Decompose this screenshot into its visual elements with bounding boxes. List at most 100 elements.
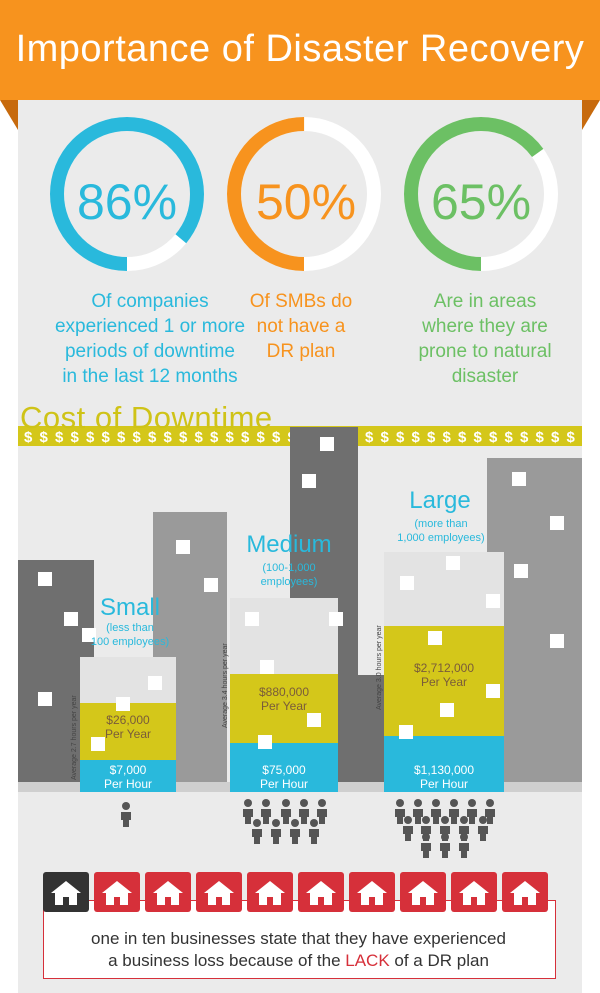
caption-line: where they are: [422, 316, 548, 337]
dollar-sign: $: [86, 429, 95, 446]
window: [514, 564, 528, 578]
caption-line: not have a: [256, 316, 346, 337]
statement-line: one in ten businesses state that they ha…: [91, 929, 506, 948]
employee-icons: [121, 799, 495, 858]
person-icon: [421, 833, 431, 858]
per-hour-label: Per Hour: [259, 777, 309, 791]
person-icon: [449, 799, 459, 824]
caption-line: periods of downtime: [64, 341, 236, 362]
dollar-sign: $: [164, 429, 173, 446]
dollar-sign: $: [133, 429, 142, 446]
window: [260, 660, 274, 674]
medium-building-base: [230, 743, 338, 792]
window: [91, 737, 105, 751]
building-windows: [38, 437, 564, 751]
house-icon: [145, 872, 191, 912]
per-year-value: $880,000: [258, 685, 310, 699]
person-icon: [403, 816, 413, 841]
window: [307, 713, 321, 727]
ring-progress: [50, 117, 204, 271]
small-business-label: Small: [99, 594, 160, 621]
dollar-sign: $: [195, 429, 204, 446]
dollar-sign: $: [520, 429, 529, 446]
dollar-sign: $: [489, 429, 498, 446]
window: [82, 628, 96, 642]
person-icon: [261, 799, 271, 824]
caption-line: experienced 1 or more: [54, 316, 246, 337]
large-business-sub: (more than 1,000 employees): [378, 517, 504, 545]
per-year-value: $2,712,000: [413, 661, 475, 675]
window: [116, 697, 130, 711]
sub-line: 1,000 employees): [397, 532, 485, 544]
dollar-sign: $: [55, 429, 64, 446]
window: [550, 634, 564, 648]
person-icon: [395, 799, 405, 824]
window: [400, 576, 414, 590]
small-business-sub: (less than 100 employees): [70, 621, 190, 649]
medium-building-top: [230, 598, 338, 674]
window: [245, 612, 259, 626]
house-icon: [94, 872, 140, 912]
large-per-hour: $1,130,000 Per Hour: [384, 763, 504, 791]
window: [320, 437, 334, 451]
stat-rings: [50, 117, 558, 271]
stat-natural-disaster-caption: Are in areas where they are prone to nat…: [405, 289, 565, 389]
dollar-sign: $: [24, 429, 33, 446]
window: [302, 474, 316, 488]
window: [204, 578, 218, 592]
dollar-sign: $: [71, 429, 80, 446]
person-icon: [317, 799, 327, 824]
window: [428, 631, 442, 645]
stat-no-dr-plan-value: 50%: [255, 174, 357, 230]
cost-of-downtime-title: Cost of Downtime: [20, 400, 273, 435]
person-icon: [299, 799, 309, 824]
small-per-hour: $7,000 Per Hour: [80, 763, 176, 791]
house-icon: [298, 872, 344, 912]
house-icon: [196, 872, 242, 912]
medium-business-sub: (100-1,000 employees): [230, 561, 348, 589]
dollar-signs: $$$$$$$$$$$$$$$$$$$$$$$$$$$$$$$$: [24, 429, 576, 446]
house-icon: [400, 872, 446, 912]
person-icon: [121, 802, 131, 827]
person-icon: [478, 816, 488, 841]
dollar-sign: $: [567, 429, 576, 446]
dollar-sign: $: [443, 429, 452, 446]
sub-line: (100-1,000: [262, 562, 316, 574]
window: [440, 703, 454, 717]
window: [486, 684, 500, 698]
per-year-value: $26,000: [106, 713, 150, 727]
ring-progress: [227, 117, 381, 271]
stat-downtime-caption: Of companies experienced 1 or more perio…: [40, 289, 260, 389]
window: [399, 725, 413, 739]
statement-line: a business loss because of the LACK of a…: [43, 950, 554, 972]
dollar-sign: $: [40, 429, 49, 446]
title-banner: [0, 0, 600, 100]
banner-fold-left: [0, 100, 18, 130]
ring-progress: [404, 117, 558, 271]
medium-hours-label: Average 3.4 hours per year: [222, 643, 229, 728]
ring-no-dr-plan: [227, 117, 381, 271]
small-hours-label: Average 2.7 hours per year: [71, 695, 78, 780]
stat-downtime-value: 86%: [76, 174, 178, 230]
window: [329, 612, 343, 626]
small-per-year: $26,000 Per Year: [80, 713, 176, 741]
dollar-sign: $: [179, 429, 188, 446]
person-icon: [309, 819, 319, 844]
person-icon: [271, 819, 281, 844]
small-building-base: [80, 760, 176, 792]
statement-part: a business loss because of the: [108, 951, 346, 970]
per-hour-value: $7,000: [109, 763, 147, 777]
per-hour-value: $75,000: [262, 763, 306, 777]
medium-business-label: Medium: [246, 531, 332, 558]
large-per-year: $2,712,000 Per Year: [384, 661, 504, 689]
lack-emphasis: LACK: [345, 951, 390, 970]
banner-fold-right: [582, 100, 600, 130]
ring-downtime: [50, 117, 204, 271]
house-icon: [502, 872, 548, 912]
window: [550, 516, 564, 530]
dollar-sign: $: [226, 429, 235, 446]
statement-part: of a DR plan: [389, 951, 489, 970]
stat-natural-disaster-value: 65%: [430, 174, 532, 230]
dollar-sign: $: [505, 429, 514, 446]
medium-building-mid: [230, 674, 338, 743]
